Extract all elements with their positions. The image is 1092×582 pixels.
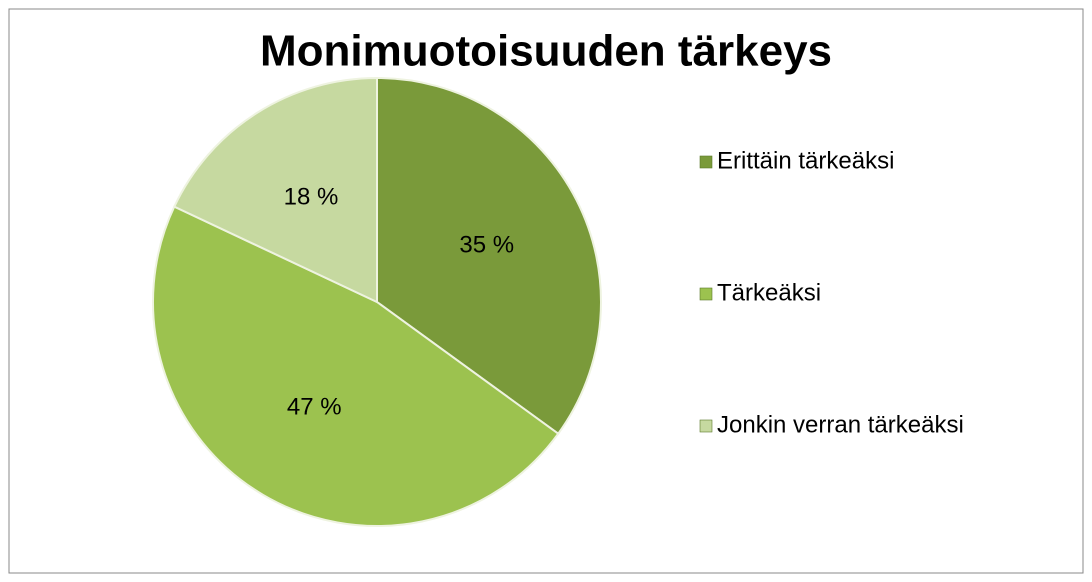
legend: Erittäin tärkeäksi Tärkeäksi Jonkin verran…: [699, 147, 964, 438]
legend-swatch: [699, 287, 713, 301]
pie-slice: [172, 76, 378, 304]
data-label: 18 %: [284, 183, 339, 210]
legend-label: Tärkeäksi: [717, 279, 821, 306]
pie: 35 % 47 % 18 %: [152, 76, 602, 527]
legend-label: Erittäin tärkeäksi: [717, 147, 894, 174]
legend-label: Jonkin verran tärkeäksi: [717, 411, 964, 438]
chart-title: Monimuotoisuuden tärkeys: [260, 27, 832, 76]
data-label: 35 %: [459, 231, 514, 258]
legend-swatch: [699, 419, 713, 433]
data-label: 47 %: [287, 393, 342, 420]
pie-slice: [152, 205, 560, 527]
pie-slice: [376, 76, 602, 436]
legend-swatch: [699, 155, 713, 169]
